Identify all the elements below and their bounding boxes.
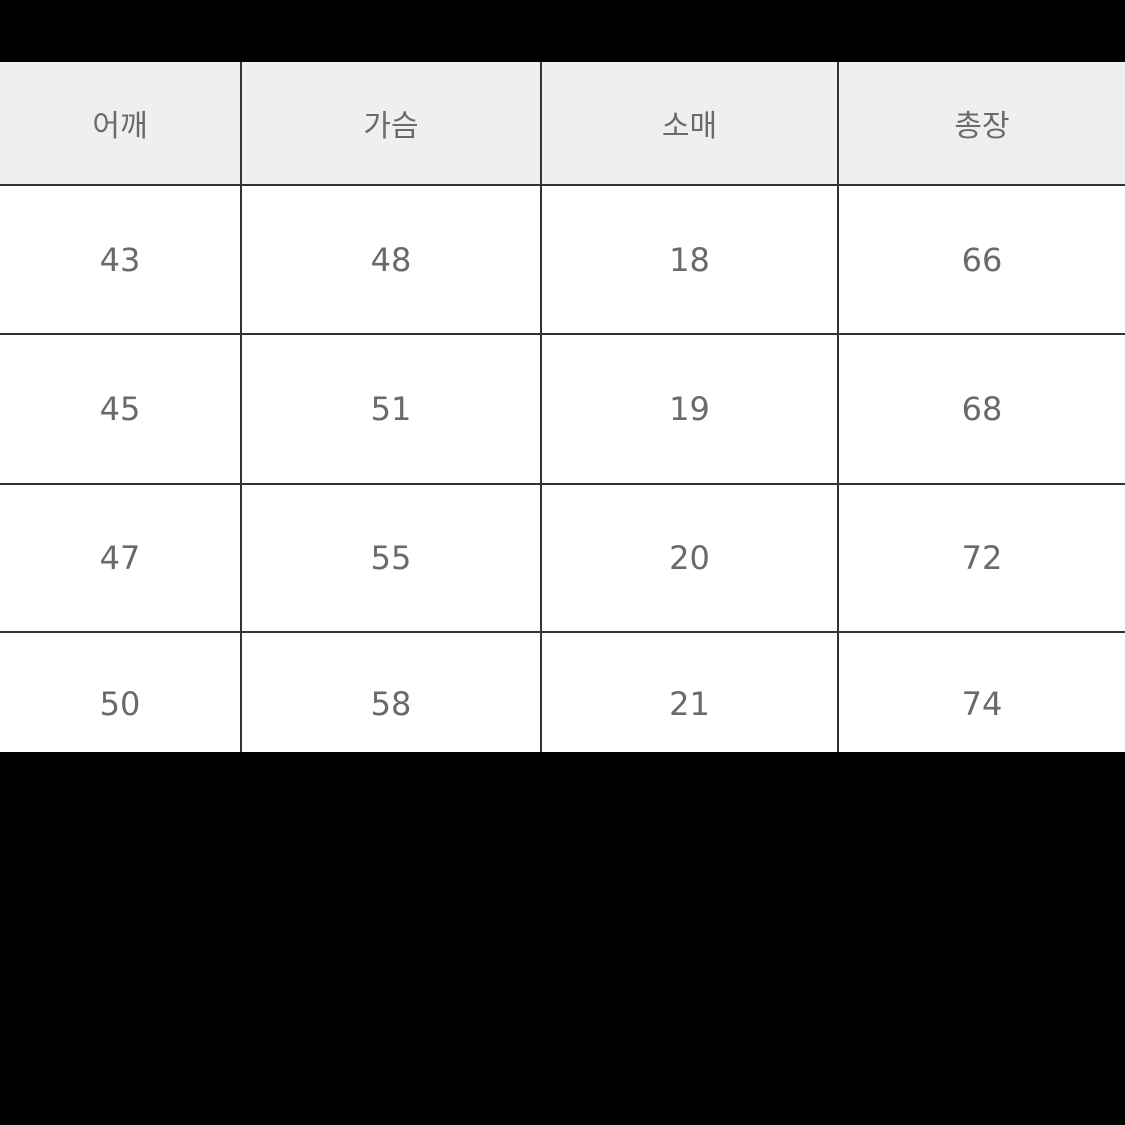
table-cell: 45 [0,335,242,483]
table-row: 45 51 19 68 [0,335,1125,485]
table-row: 47 55 20 72 [0,485,1125,633]
table-cell: 68 [961,390,1003,428]
header-shoulder: 어깨 [0,62,242,184]
table-cell: 74 [961,685,1003,723]
table-row: 43 48 18 66 [0,186,1125,335]
table-cell: 20 [542,485,839,631]
table-cell: 47 [0,485,242,631]
table-cell: 51 [242,335,542,483]
table-cell: 48 [242,186,542,333]
header-chest: 가슴 [242,62,542,184]
header-sleeve: 소매 [542,62,839,184]
table-cell: 66 [961,240,1003,279]
table-cell: 50 [0,633,242,752]
table-row: 50 58 21 74 [0,633,1125,752]
table-cell: 58 [242,633,542,752]
table-cell: 55 [242,485,542,631]
table-cell: 18 [542,186,839,333]
table-cell: 43 [0,186,242,333]
table-cell: 19 [542,335,839,483]
table-cell: 21 [542,633,839,752]
header-length: 총장 [954,109,1010,144]
table-header-row: 어깨 가슴 소매 총장 [0,62,1125,186]
table-cell: 72 [961,539,1003,577]
size-chart-table: 어깨 가슴 소매 총장 43 48 18 66 45 51 19 68 47 5… [0,62,1125,752]
